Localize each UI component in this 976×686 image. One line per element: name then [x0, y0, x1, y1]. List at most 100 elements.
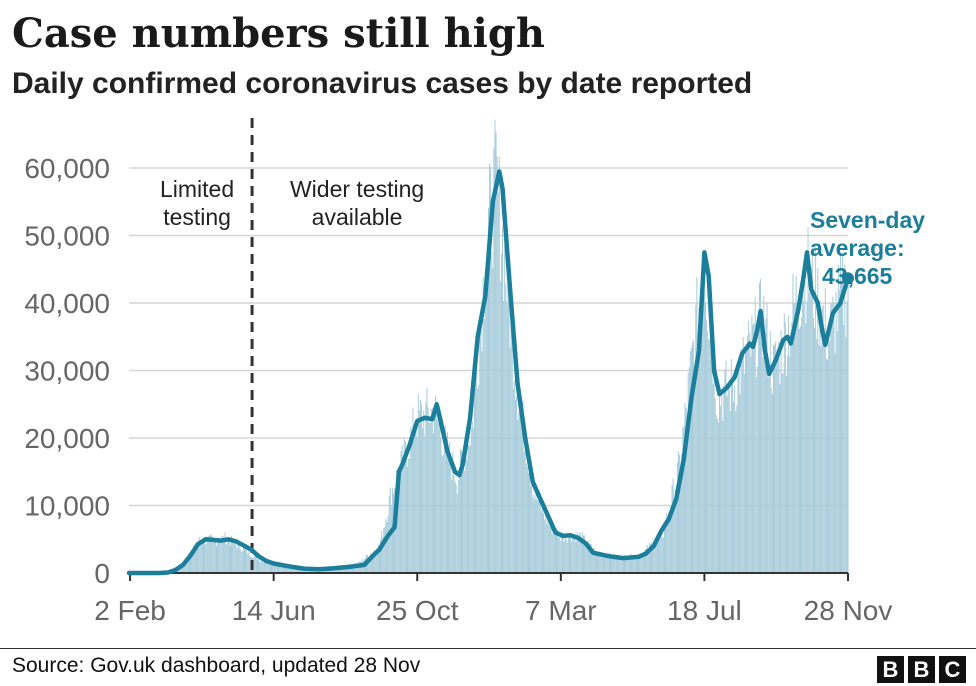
daily-case-bar	[468, 445, 470, 573]
daily-case-bar	[204, 536, 206, 573]
daily-case-bar	[668, 512, 670, 573]
daily-case-bar	[534, 499, 536, 573]
daily-case-bar	[535, 487, 537, 573]
daily-case-bar	[466, 459, 468, 573]
daily-case-bar	[807, 227, 809, 573]
daily-case-bar	[703, 290, 705, 573]
daily-case-bar	[564, 537, 566, 573]
daily-case-bar	[825, 358, 827, 573]
daily-case-bar	[372, 552, 374, 573]
daily-case-bar	[240, 551, 242, 573]
daily-case-bar	[271, 563, 273, 573]
daily-case-bar	[350, 565, 352, 573]
daily-case-bar	[660, 529, 662, 573]
daily-case-bar	[539, 501, 541, 573]
daily-case-bar	[693, 340, 695, 573]
daily-case-bar	[573, 536, 575, 573]
daily-case-bar	[689, 351, 691, 573]
daily-case-bar	[779, 384, 781, 573]
daily-case-bar	[405, 455, 407, 573]
daily-case-bar	[756, 366, 758, 573]
daily-case-bar	[201, 542, 203, 573]
daily-case-bar	[343, 566, 345, 573]
daily-case-bar	[178, 568, 180, 573]
daily-case-bar	[842, 252, 844, 574]
daily-case-bar	[755, 376, 757, 573]
daily-case-bar	[604, 557, 606, 573]
daily-case-bar	[454, 481, 456, 573]
daily-case-bar	[261, 560, 263, 573]
daily-case-bar	[809, 290, 811, 573]
daily-case-bar	[724, 369, 726, 573]
daily-case-bar	[818, 344, 820, 573]
daily-case-bar	[248, 549, 250, 573]
daily-case-bar	[710, 331, 712, 573]
daily-case-bar	[244, 547, 246, 573]
daily-case-bar	[763, 296, 765, 573]
daily-case-bar	[721, 393, 723, 573]
daily-case-bar	[830, 303, 832, 573]
daily-case-bar	[723, 385, 725, 573]
daily-case-bar	[449, 441, 451, 573]
daily-case-bar	[762, 357, 764, 573]
source-note: Source: Gov.uk dashboard, updated 28 Nov	[12, 654, 421, 677]
daily-case-bar	[540, 511, 542, 573]
daily-case-bar	[401, 445, 403, 573]
daily-case-bar	[291, 568, 293, 573]
daily-case-bar	[823, 328, 825, 573]
chart-subtitle: Daily confirmed coronavirus cases by dat…	[12, 67, 753, 100]
daily-case-bar	[606, 557, 608, 573]
daily-case-bar	[506, 301, 508, 573]
daily-case-bar	[309, 569, 311, 573]
daily-case-bar	[260, 560, 262, 573]
daily-case-bar	[702, 286, 704, 573]
daily-case-bar	[212, 537, 214, 573]
daily-case-bar	[801, 316, 803, 573]
daily-case-bar	[256, 559, 258, 573]
daily-case-bar	[634, 555, 636, 573]
daily-case-bar	[239, 548, 241, 573]
daily-case-bar	[733, 401, 735, 573]
daily-case-bar	[784, 322, 786, 573]
daily-case-bar	[563, 541, 565, 573]
bbc-logo: B B C	[877, 656, 966, 683]
daily-case-bar	[265, 562, 267, 573]
seven-day-average-label-line: 43,665	[822, 263, 893, 289]
daily-case-bar	[264, 562, 266, 573]
daily-case-bar	[451, 479, 453, 573]
daily-case-bar	[409, 458, 411, 573]
daily-case-bar	[747, 335, 749, 573]
daily-case-bar	[197, 543, 199, 573]
daily-case-bar	[785, 376, 787, 573]
daily-case-bar	[520, 409, 522, 573]
daily-case-bar	[303, 569, 305, 573]
daily-case-bar	[667, 517, 669, 573]
daily-case-bar	[302, 568, 304, 573]
limited-testing-label: testing	[163, 204, 231, 230]
daily-case-bar	[681, 454, 683, 573]
daily-case-bar	[546, 523, 548, 573]
daily-case-bar	[716, 418, 718, 573]
daily-case-bar	[776, 363, 778, 573]
daily-case-bar	[213, 538, 215, 573]
daily-case-bar	[619, 559, 621, 573]
x-tick-label: 28 Nov	[804, 595, 893, 626]
daily-case-bar	[525, 464, 527, 573]
daily-case-bar	[566, 542, 568, 573]
daily-case-bar	[491, 252, 493, 573]
daily-case-bar	[398, 481, 400, 573]
daily-case-bar	[627, 559, 629, 573]
daily-case-bar	[537, 500, 539, 573]
daily-case-bar	[493, 148, 495, 573]
x-tick-label: 25 Oct	[376, 595, 459, 626]
daily-case-bar	[758, 282, 760, 573]
daily-case-bar	[727, 388, 729, 573]
daily-case-bar	[459, 448, 461, 573]
daily-case-bar	[475, 373, 477, 573]
daily-case-bar	[701, 316, 703, 573]
daily-case-bar	[382, 537, 384, 573]
daily-case-bar	[231, 535, 233, 573]
daily-case-bar	[769, 330, 771, 573]
daily-case-bar	[383, 527, 385, 573]
